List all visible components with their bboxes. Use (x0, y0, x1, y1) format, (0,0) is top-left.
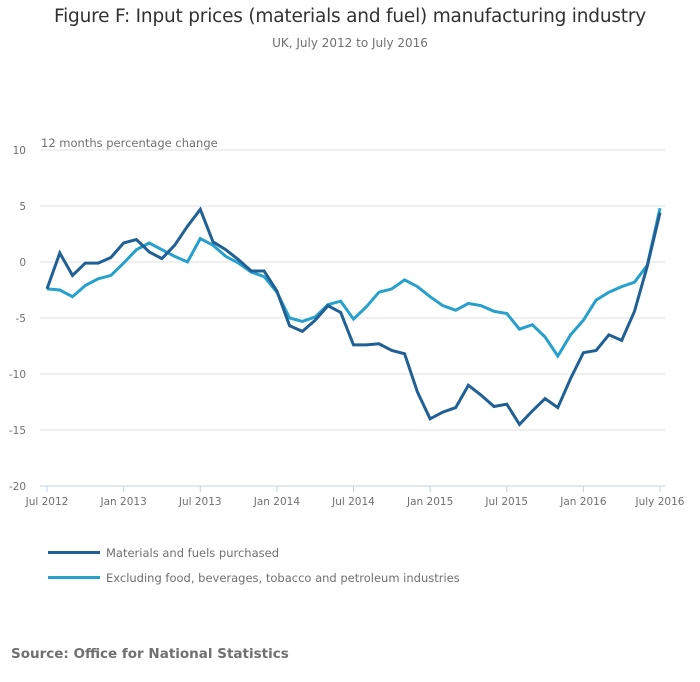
y-tick-label: 10 (13, 145, 26, 157)
legend-label-excluding: Excluding food, beverages, tobacco and p… (106, 570, 460, 585)
legend-item-excluding[interactable]: Excluding food, beverages, tobacco and p… (48, 565, 460, 590)
y-tick-label: -20 (9, 481, 26, 493)
y-tick-label: 5 (19, 201, 26, 213)
y-tick-labels: 10 5 0 -5 -10 -15 -20 (9, 145, 26, 493)
gridlines (40, 149, 665, 431)
legend-item-materials[interactable]: Materials and fuels purchased (48, 540, 460, 565)
x-tick-label: Jan 2016 (559, 496, 607, 508)
legend: Materials and fuels purchased Excluding … (48, 540, 460, 590)
series-lines (45, 206, 662, 427)
x-tick-label: Jul 2013 (178, 496, 222, 508)
x-tick-label: July 2016 (635, 496, 685, 508)
x-axis: Jul 2012 Jan 2013 Jul 2013 Jan 2014 Jul 2014… (25, 485, 685, 508)
x-tick-label: Jan 2015 (406, 496, 453, 508)
x-tick-label: Jul 2012 (25, 496, 69, 508)
y-tick-label: -15 (9, 425, 26, 437)
x-tick-label: Jan 2013 (100, 496, 147, 508)
line-chart: 12 months percentage change 10 5 0 -5 -10 -15… (9, 136, 685, 508)
x-tick-label: Jul 2015 (484, 496, 528, 508)
chart-title: Figure F: Input prices (materials and fu… (53, 6, 646, 27)
y-tick-label: -5 (16, 313, 26, 325)
source-note: Source: Office for National Statistics (11, 646, 289, 662)
x-tick-label: Jul 2014 (331, 496, 375, 508)
x-tick-label: Jan 2014 (253, 496, 301, 508)
y-tick-label: -10 (9, 369, 26, 381)
y-axis-label: 12 months percentage change (41, 136, 218, 150)
y-tick-label: 0 (19, 257, 26, 269)
legend-swatch-materials (48, 551, 100, 554)
chart-subtitle: UK, July 2012 to July 2016 (272, 36, 428, 50)
series-line-excluding (46, 207, 662, 359)
legend-label-materials: Materials and fuels purchased (106, 545, 279, 560)
series-line-materials (45, 206, 662, 427)
legend-swatch-excluding (48, 576, 100, 579)
